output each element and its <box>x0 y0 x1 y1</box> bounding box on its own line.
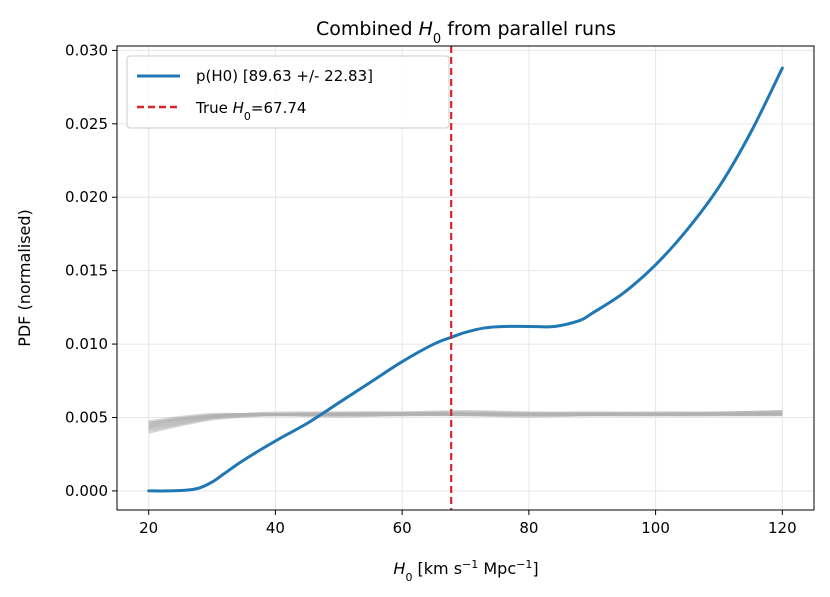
y-tick-label: 0.020 <box>65 188 108 206</box>
y-axis-ticks: 0.000 0.005 0.010 0.015 0.020 0.025 0.030 <box>65 41 117 500</box>
y-tick-label: 0.025 <box>65 115 108 133</box>
x-axis-label: H0 [km s−1 Mpc−1] <box>393 558 538 584</box>
x-tick-label: 60 <box>393 519 412 537</box>
y-axis-label: PDF (normalised) <box>15 209 34 347</box>
legend: p(H0) [89.63 +/- 22.83] True H0=67.74 <box>126 55 450 129</box>
x-axis-ticks: 20 40 60 80 100 120 <box>139 510 797 537</box>
x-tick-label: 120 <box>768 519 797 537</box>
legend-label-true-h0: True H0=67.74 <box>195 99 306 123</box>
x-tick-label: 100 <box>641 519 670 537</box>
grid <box>117 46 814 510</box>
background-run-line <box>148 411 783 424</box>
x-tick-label: 40 <box>266 519 285 537</box>
y-tick-label: 0.030 <box>65 41 108 59</box>
y-tick-label: 0.015 <box>65 262 108 280</box>
x-tick-label: 20 <box>139 519 158 537</box>
y-tick-label: 0.010 <box>65 335 108 353</box>
y-tick-label: 0.005 <box>65 408 108 426</box>
x-tick-label: 80 <box>519 519 538 537</box>
series-layer <box>147 46 784 510</box>
y-tick-label: 0.000 <box>65 482 108 500</box>
ph0-series-line <box>147 66 784 493</box>
legend-label-ph0: p(H0) [89.63 +/- 22.83] <box>196 67 373 85</box>
background-runs <box>148 410 783 434</box>
legend-box <box>126 55 450 129</box>
plot-frame <box>116 45 815 511</box>
chart-title: Combined H0 from parallel runs <box>316 18 616 47</box>
